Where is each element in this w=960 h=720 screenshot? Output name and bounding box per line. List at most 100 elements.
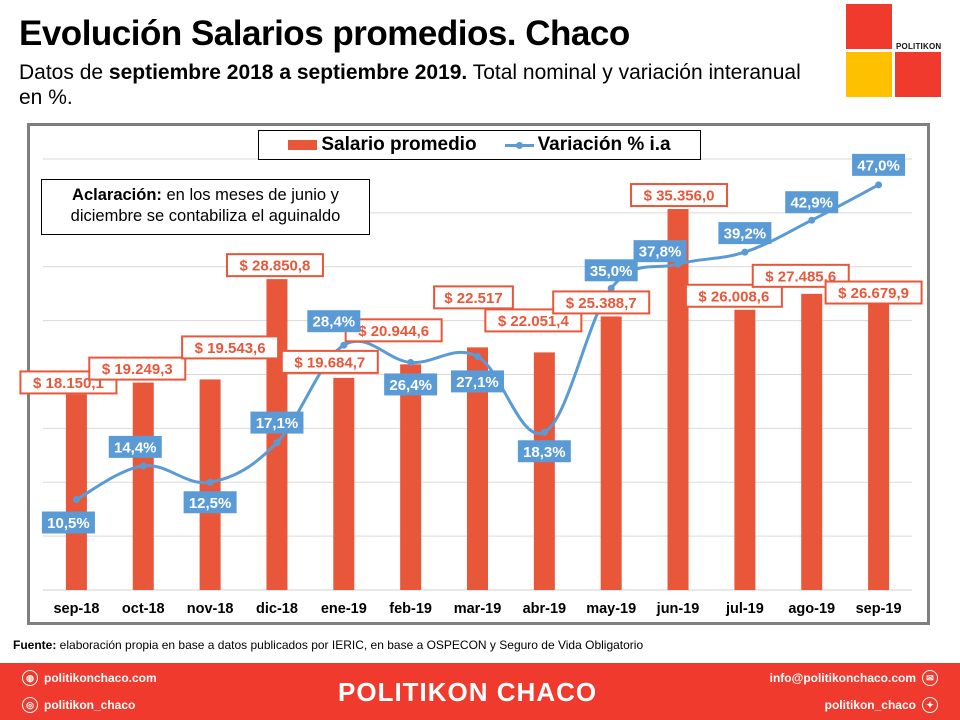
x-tick-label: may-19 xyxy=(586,601,636,617)
variation-label-sep-18: 10,5% xyxy=(47,515,90,532)
variation-label-dic-18-box xyxy=(250,411,304,434)
footer-bar: ◍ politikonchaco.com ◎ politikon_chaco P… xyxy=(0,663,960,720)
line-point-jun-19 xyxy=(674,260,682,268)
salary-label-jun-19-box xyxy=(630,183,729,208)
variation-label-feb-19-box xyxy=(384,373,438,396)
variation-label-may-19-box xyxy=(584,259,638,282)
footer-instagram-text: politikon_chaco xyxy=(44,698,136,712)
x-tick-label: jun-19 xyxy=(656,601,700,617)
note-bold: Aclaración: xyxy=(72,186,162,204)
bar-ene-19 xyxy=(333,377,355,590)
footer-twitter[interactable]: politikon_chaco ✦ xyxy=(825,697,938,713)
salary-label-sep-18: $ 18.150,1 xyxy=(33,375,104,392)
salary-label-jul-19: $ 26.008,6 xyxy=(698,288,769,305)
bar-sep-19 xyxy=(868,302,890,590)
line-point-abr-19 xyxy=(540,428,548,436)
subtitle-post: Total nominal y variación interanual en … xyxy=(19,61,801,109)
salary-label-oct-18: $ 19.249,3 xyxy=(102,361,173,378)
footer-web[interactable]: ◍ politikonchaco.com xyxy=(22,670,157,686)
globe-icon: ◍ xyxy=(22,670,38,686)
variation-label-nov-18: 12,5% xyxy=(189,495,232,512)
legend-label-salario: Salario promedio xyxy=(321,134,477,155)
x-tick-label: oct-18 xyxy=(122,601,165,617)
variation-label-sep-19: 47,0% xyxy=(857,157,900,174)
bar-ago-19 xyxy=(801,293,823,590)
bar-may-19 xyxy=(600,316,622,590)
salary-label-nov-18: $ 19.543,6 xyxy=(195,340,266,357)
variation-label-abr-19: 18,3% xyxy=(523,444,566,461)
line-point-ene-19 xyxy=(340,341,348,349)
salary-label-abr-19: $ 22.051,4 xyxy=(498,313,570,330)
logo-yellow-square xyxy=(846,52,892,97)
salary-label-dic-18-box xyxy=(225,253,324,278)
twitter-icon: ✦ xyxy=(922,697,938,713)
bar-abr-19 xyxy=(533,352,555,590)
bar-jun-19 xyxy=(667,209,689,590)
variation-label-jul-19-box xyxy=(718,222,772,245)
clarification-note: Aclaración: en los meses de junio y dici… xyxy=(41,179,370,235)
salary-label-feb-19: $ 20.944,6 xyxy=(358,323,429,340)
x-tick-label: ene-19 xyxy=(321,601,367,617)
logo-red-square-2 xyxy=(895,52,941,97)
footer-twitter-text: politikon_chaco xyxy=(824,698,916,712)
variation-label-ago-19: 42,9% xyxy=(790,195,833,212)
variation-line xyxy=(75,183,880,501)
variation-label-ago-19-box xyxy=(785,191,839,214)
variation-label-ene-19: 28,4% xyxy=(313,314,356,331)
line-point-feb-19 xyxy=(407,358,415,366)
line-point-oct-18 xyxy=(139,462,147,470)
source-note: Fuente: elaboración propia en base a dat… xyxy=(13,638,643,652)
line-point-sep-19 xyxy=(875,181,883,189)
variation-label-mar-19-box xyxy=(451,370,504,393)
line-point-sep-18 xyxy=(72,495,80,503)
x-tick-label: nov-18 xyxy=(187,601,234,617)
chart-legend: Salario promedio Variación % i.a xyxy=(258,130,701,160)
variation-label-mar-19: 27,1% xyxy=(456,374,499,391)
footer-brand: POLITIKON CHACO xyxy=(338,677,598,707)
variation-label-jul-19: 39,2% xyxy=(724,226,767,243)
variation-label-jun-19-box xyxy=(633,240,687,263)
bar-mar-19 xyxy=(467,347,488,590)
legend-label-variacion: Variación % i.a xyxy=(537,134,671,155)
salary-label-may-19-box xyxy=(552,290,651,315)
line-point-may-19 xyxy=(607,284,615,292)
salary-label-mar-19-box xyxy=(433,285,514,310)
salary-label-ene-19: $ 19.684,7 xyxy=(294,354,365,371)
subtitle-bold: septiembre 2018 a septiembre 2019. xyxy=(108,61,468,84)
salary-label-abr-19-box xyxy=(484,308,583,333)
instagram-icon: ◎ xyxy=(22,697,38,713)
line-point-jul-19 xyxy=(741,248,749,256)
page-title: Evolución Salarios promedios. Chaco xyxy=(19,14,630,53)
x-tick-label: sep-18 xyxy=(53,601,99,617)
bar-jul-19 xyxy=(734,309,756,590)
salary-label-ene-19-box xyxy=(280,349,379,374)
line-point-dic-18 xyxy=(273,439,281,447)
salary-label-mar-19: $ 22.517 xyxy=(444,290,502,307)
legend-bar-swatch xyxy=(288,140,318,150)
salary-label-sep-19: $ 26.679,9 xyxy=(838,285,909,302)
footer-email[interactable]: info@politikonchaco.com ✉ xyxy=(770,670,938,686)
salary-label-sep-19-box xyxy=(824,280,923,305)
legend-line-swatch xyxy=(504,140,534,150)
salary-label-may-19: $ 25.388,7 xyxy=(566,295,637,312)
variation-label-may-19: 35,0% xyxy=(590,263,633,280)
x-tick-label: sep-19 xyxy=(856,601,902,617)
note-text: en los meses de junio y diciembre se con… xyxy=(70,186,341,225)
salary-label-jul-19-box xyxy=(684,283,783,308)
line-point-mar-19 xyxy=(474,352,481,360)
salary-label-jun-19: $ 35.356,0 xyxy=(644,188,715,205)
variation-label-nov-18-box xyxy=(183,491,237,514)
x-tick-label: ago-19 xyxy=(788,601,835,617)
footer-instagram[interactable]: ◎ politikon_chaco xyxy=(22,697,135,713)
salary-label-ago-19: $ 27.485,6 xyxy=(765,268,836,285)
variation-label-ene-19-box xyxy=(307,310,361,333)
logo-text: POLITIKON xyxy=(896,42,942,51)
line-point-ago-19 xyxy=(808,216,816,224)
variation-label-oct-18-box xyxy=(108,435,162,458)
x-tick-label: abr-19 xyxy=(523,601,567,617)
bar-feb-19 xyxy=(400,364,422,590)
source-bold: Fuente: xyxy=(13,638,57,652)
salary-label-oct-18-box xyxy=(88,356,187,381)
footer-email-text: info@politikonchaco.com xyxy=(769,671,916,685)
